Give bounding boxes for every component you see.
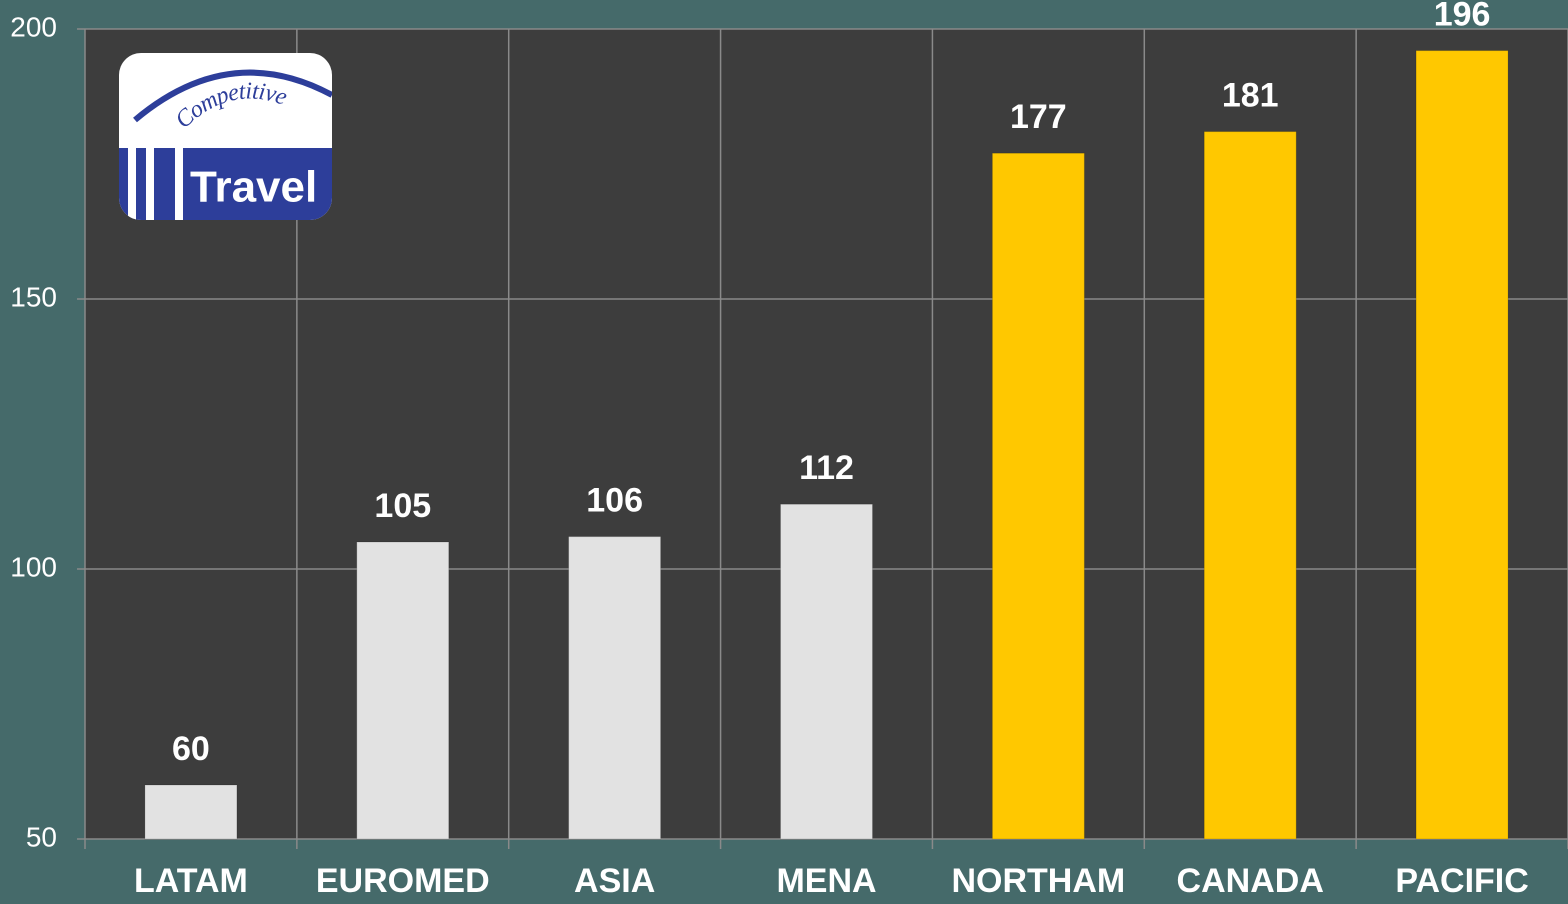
x-tick-label: CANADA (1177, 862, 1324, 900)
logo-stripe (128, 148, 136, 220)
logo-stripe (146, 148, 154, 220)
logo-bottom: Travel (190, 163, 317, 212)
x-tick-label: NORTHAM (951, 862, 1125, 900)
logo-band (119, 148, 332, 220)
x-tick-label: LATAM (134, 862, 248, 900)
logo-stripe (175, 148, 183, 220)
bar (144, 784, 238, 840)
x-tick-label: EUROMED (316, 862, 490, 900)
y-tick-label: 50 (26, 821, 57, 852)
bar (991, 152, 1085, 840)
bar (1415, 50, 1509, 840)
logo: Competitive Travel (119, 53, 332, 220)
bar (356, 541, 450, 840)
value-label: 105 (374, 487, 431, 525)
value-label: 106 (586, 482, 643, 520)
x-tick-label: MENA (776, 862, 876, 900)
value-label: 177 (1010, 98, 1067, 136)
y-tick-label: 150 (10, 281, 57, 312)
value-label: 181 (1222, 77, 1279, 115)
x-tick-label: PACIFIC (1395, 862, 1528, 900)
value-label: 196 (1434, 0, 1491, 34)
value-label: 112 (799, 449, 854, 487)
bar (1203, 131, 1297, 840)
logo-arc (133, 69, 332, 123)
y-tick-label: 100 (10, 551, 57, 582)
y-tick-label: 200 (10, 11, 57, 42)
bar (780, 503, 873, 840)
bar (568, 536, 662, 840)
x-tick-label: ASIA (574, 862, 655, 900)
value-label: 60 (172, 730, 210, 768)
